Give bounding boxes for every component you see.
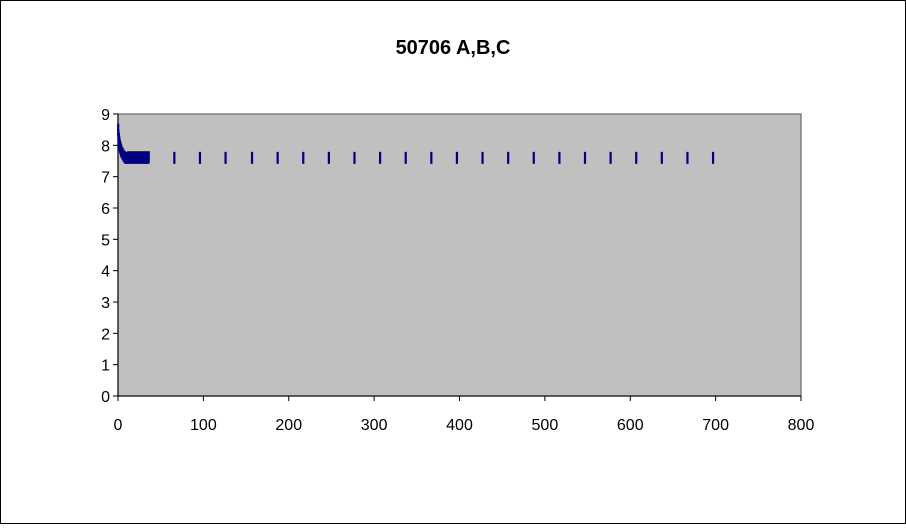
y-tick-label: 3 (101, 295, 110, 312)
x-tick-label: 800 (788, 417, 815, 434)
x-tick-label: 700 (702, 417, 729, 434)
x-tick-label: 400 (446, 417, 473, 434)
y-tick-label: 2 (101, 326, 110, 343)
x-tick-label: 500 (532, 417, 559, 434)
plot-area (117, 113, 802, 397)
y-tick-label: 5 (101, 232, 110, 249)
y-tick-label: 4 (101, 264, 110, 281)
y-tick-label: 1 (101, 358, 110, 375)
x-tick-label: 100 (190, 417, 217, 434)
y-tick-label: 9 (101, 107, 110, 124)
chart-title: 50706 A,B,C (396, 37, 511, 59)
y-tick-label: 8 (101, 138, 110, 155)
y-tick-label: 7 (101, 170, 110, 187)
y-tick-label: 0 (101, 389, 110, 406)
y-tick-label: 6 (101, 201, 110, 218)
y-axis: 0 1 2 3 4 5 6 7 8 9 (101, 107, 119, 406)
x-tick-label: 0 (114, 417, 123, 434)
x-tick-label: 600 (617, 417, 644, 434)
x-tick-label: 200 (275, 417, 302, 434)
x-tick-label: 300 (361, 417, 388, 434)
x-axis: 0 100 200 300 400 500 600 700 800 (114, 395, 815, 434)
data-series (117, 123, 715, 164)
